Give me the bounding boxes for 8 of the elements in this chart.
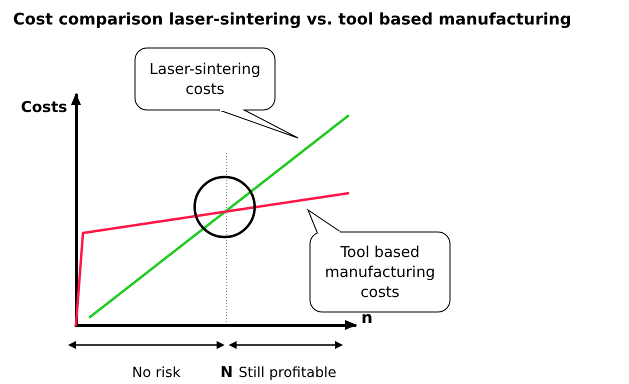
text: No risk	[132, 365, 182, 381]
chart-title: Cost comparison laser-sintering vs. tool based manufacturing	[13, 10, 572, 28]
x-axis-title: n	[361, 308, 373, 327]
text: N	[220, 363, 233, 381]
text: Still profitable	[238, 365, 336, 381]
text: Laser-sintering costs	[149, 60, 261, 98]
y-axis-title: Costs	[20, 98, 68, 116]
annotation: Tool based manufacturing costs	[324, 243, 436, 301]
